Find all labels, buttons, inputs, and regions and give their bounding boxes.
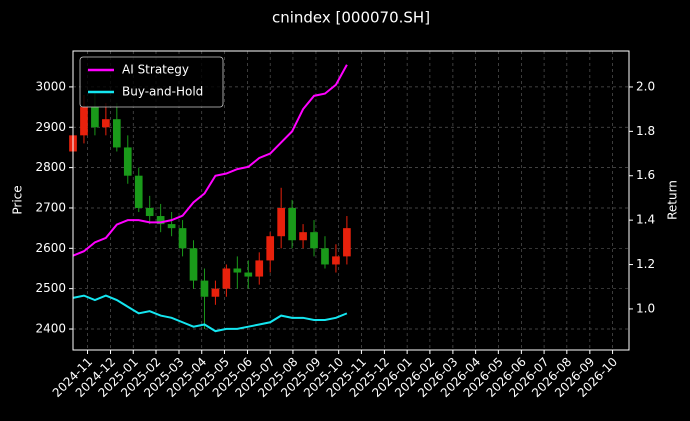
candle-body [266, 236, 275, 261]
candle-body [112, 119, 121, 148]
y2-tick-label: 1.4 [636, 213, 655, 227]
y2-tick-label: 2.0 [636, 79, 655, 93]
candle-body [310, 232, 318, 249]
candle-body [156, 216, 165, 225]
candle-body [178, 228, 187, 249]
candle-body [277, 207, 285, 237]
candle-body [244, 272, 253, 277]
y2-tick-label: 1.2 [636, 257, 655, 271]
candle-body [299, 232, 307, 241]
legend-label: AI Strategy [122, 63, 189, 77]
y-tick-label: 2600 [35, 241, 66, 255]
candle-body [321, 248, 329, 265]
candle-body [255, 260, 264, 277]
candle-body [102, 119, 110, 128]
candle-body [343, 228, 351, 257]
plot-frame [72, 50, 630, 351]
candle-body [332, 256, 340, 265]
candle-body [134, 175, 143, 208]
y-tick-label: 3000 [35, 79, 66, 93]
y2-tick-label: 1.0 [636, 301, 655, 315]
y-tick-label: 2500 [35, 281, 66, 295]
candle-body [211, 288, 220, 297]
candle-body [222, 268, 231, 289]
return-line [72, 294, 348, 333]
candle-body [91, 107, 99, 128]
candle-body [200, 280, 209, 297]
legend-label: Buy-and-Hold [122, 85, 203, 99]
legend-box [79, 56, 224, 108]
candle-body [167, 224, 176, 229]
y-tick-label: 2900 [35, 120, 66, 134]
candle-body [145, 207, 154, 217]
y2-tick-label: 1.6 [636, 168, 655, 182]
candle-body [189, 248, 198, 281]
y2-tick-label: 1.8 [636, 124, 655, 138]
y-tick-label: 2400 [35, 322, 66, 336]
y-tick-label: 2700 [35, 200, 66, 214]
candle-body [233, 268, 242, 273]
return-line [72, 64, 348, 257]
y2-axis-label: Return [666, 180, 680, 220]
candle-body [80, 107, 88, 136]
y-axis-label: Price [11, 185, 25, 214]
chart-title: cnindex [000070.SH] [272, 9, 430, 27]
candle-body [123, 147, 132, 176]
candle-body [288, 207, 296, 241]
y-tick-label: 2800 [35, 160, 66, 174]
